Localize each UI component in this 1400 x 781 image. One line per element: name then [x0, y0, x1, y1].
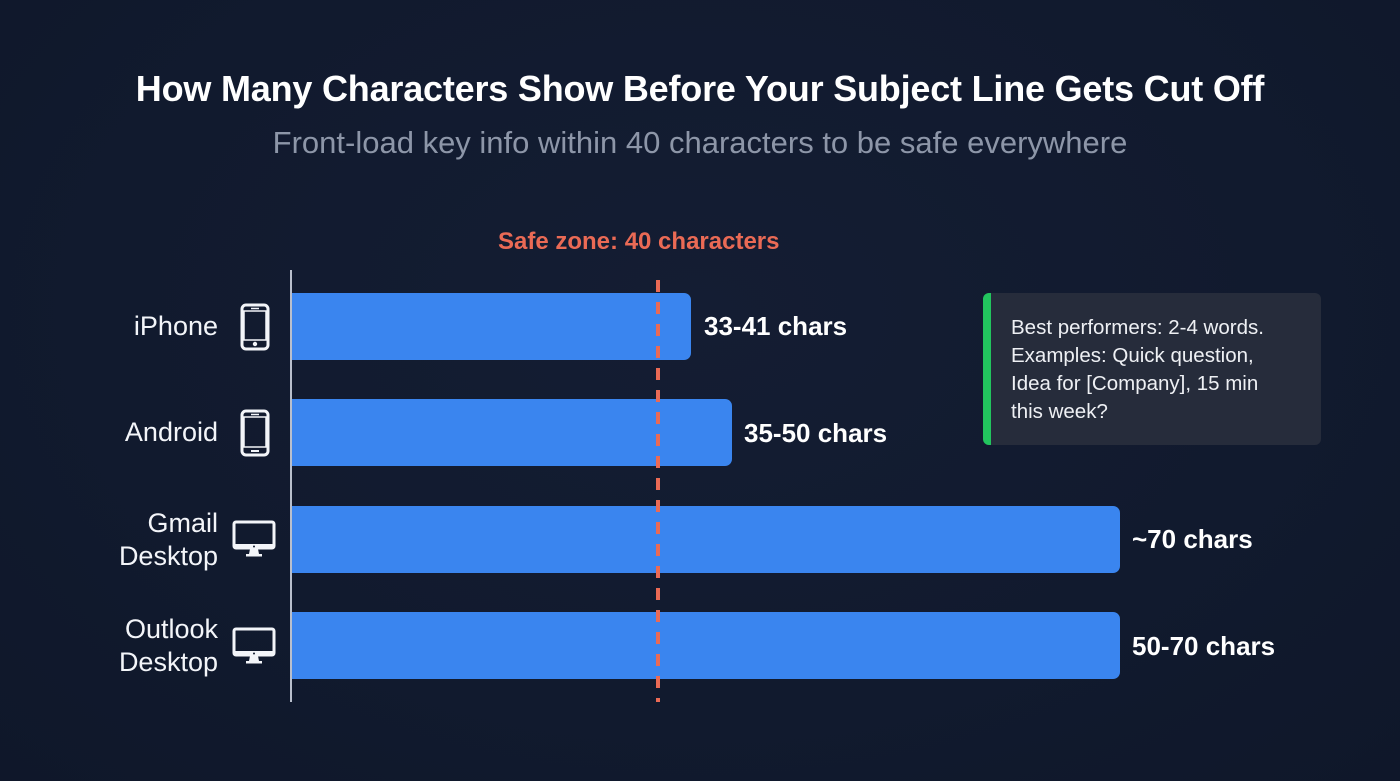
bar-android [292, 399, 732, 466]
desktop-monitor-icon [232, 520, 276, 557]
smartphone-icon [240, 409, 270, 457]
smartphone-icon [240, 303, 270, 351]
desktop-monitor-icon [232, 627, 276, 664]
bar-value-label: 33-41 chars [704, 311, 848, 341]
y-axis-line [290, 270, 292, 702]
bar-value-label: ~70 chars [1132, 524, 1253, 554]
bar-gmail-desktop [292, 506, 1120, 573]
callout-accent-bar [983, 293, 991, 445]
bar-value-label: 50-70 chars [1132, 631, 1276, 661]
chart-title: How Many Characters Show Before Your Sub… [135, 68, 1265, 109]
category-label-outlook-desktop: Outlook Desktop [118, 614, 218, 677]
bar-outlook-desktop [292, 612, 1120, 679]
category-label-iphone: iPhone [133, 311, 218, 341]
category-label-android: Android [124, 417, 218, 447]
safe-zone-dashed-line [656, 280, 660, 702]
callout-text: Best performers: 2-4 words. Examples: Qu… [1011, 316, 1264, 423]
tip-callout: Best performers: 2-4 words. Examples: Qu… [983, 293, 1321, 445]
bar-value-label: 35-50 chars [744, 418, 888, 448]
safe-zone-label: Safe zone: 40 characters [498, 228, 780, 255]
bar-iphone [292, 293, 691, 360]
category-label-gmail-desktop: Gmail Desktop [118, 508, 218, 571]
chart-subtitle: Front-load key info within 40 characters… [272, 125, 1128, 160]
